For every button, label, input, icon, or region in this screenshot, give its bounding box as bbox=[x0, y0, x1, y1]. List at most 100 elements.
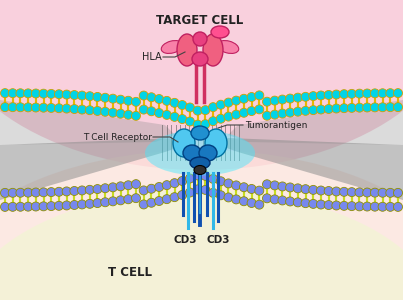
Circle shape bbox=[278, 182, 287, 191]
Circle shape bbox=[147, 198, 156, 207]
Circle shape bbox=[185, 103, 194, 112]
Ellipse shape bbox=[161, 40, 183, 53]
Circle shape bbox=[309, 106, 318, 115]
Circle shape bbox=[393, 103, 403, 112]
Circle shape bbox=[8, 188, 17, 197]
Circle shape bbox=[178, 100, 187, 109]
Circle shape bbox=[340, 201, 349, 210]
Circle shape bbox=[8, 202, 17, 211]
Circle shape bbox=[216, 177, 225, 186]
Circle shape bbox=[247, 184, 256, 194]
Circle shape bbox=[39, 89, 48, 98]
Circle shape bbox=[393, 188, 403, 197]
Circle shape bbox=[216, 114, 225, 123]
Circle shape bbox=[293, 198, 302, 207]
Circle shape bbox=[378, 103, 387, 112]
Circle shape bbox=[363, 188, 372, 197]
Circle shape bbox=[224, 112, 233, 121]
Circle shape bbox=[16, 89, 25, 98]
Circle shape bbox=[316, 91, 326, 100]
Circle shape bbox=[270, 195, 279, 204]
Circle shape bbox=[293, 107, 302, 116]
Circle shape bbox=[201, 106, 210, 115]
Circle shape bbox=[355, 103, 364, 112]
Circle shape bbox=[62, 104, 71, 113]
Circle shape bbox=[93, 106, 102, 116]
Circle shape bbox=[216, 191, 225, 200]
Circle shape bbox=[193, 171, 202, 180]
Circle shape bbox=[101, 93, 110, 102]
Circle shape bbox=[270, 96, 279, 105]
Circle shape bbox=[216, 100, 225, 109]
Circle shape bbox=[101, 198, 110, 207]
Circle shape bbox=[70, 200, 79, 209]
Circle shape bbox=[340, 187, 349, 196]
Circle shape bbox=[124, 181, 133, 190]
Circle shape bbox=[286, 197, 295, 206]
Circle shape bbox=[378, 89, 387, 98]
Circle shape bbox=[139, 186, 148, 195]
Circle shape bbox=[386, 202, 395, 211]
Circle shape bbox=[31, 89, 40, 98]
Circle shape bbox=[363, 89, 372, 98]
Circle shape bbox=[170, 112, 179, 121]
Circle shape bbox=[201, 120, 210, 129]
Circle shape bbox=[262, 97, 272, 106]
Circle shape bbox=[278, 109, 287, 118]
Circle shape bbox=[370, 202, 379, 211]
Circle shape bbox=[155, 94, 164, 103]
Circle shape bbox=[47, 202, 56, 211]
Circle shape bbox=[224, 98, 233, 107]
Circle shape bbox=[286, 108, 295, 117]
Circle shape bbox=[39, 202, 48, 211]
Circle shape bbox=[239, 197, 248, 206]
Circle shape bbox=[386, 103, 395, 112]
Circle shape bbox=[124, 195, 133, 204]
Circle shape bbox=[340, 90, 349, 99]
Circle shape bbox=[24, 103, 33, 112]
Circle shape bbox=[39, 103, 48, 112]
Circle shape bbox=[316, 186, 326, 195]
Ellipse shape bbox=[191, 126, 209, 140]
Circle shape bbox=[85, 185, 94, 194]
Circle shape bbox=[31, 103, 40, 112]
Circle shape bbox=[309, 185, 318, 194]
Circle shape bbox=[209, 103, 218, 112]
Ellipse shape bbox=[0, 190, 403, 300]
Circle shape bbox=[286, 183, 295, 192]
Ellipse shape bbox=[217, 40, 239, 53]
Circle shape bbox=[116, 95, 125, 104]
Circle shape bbox=[31, 188, 40, 197]
Circle shape bbox=[370, 103, 379, 112]
Circle shape bbox=[47, 188, 56, 196]
Circle shape bbox=[193, 185, 202, 194]
Circle shape bbox=[131, 111, 141, 120]
Circle shape bbox=[24, 188, 33, 197]
Circle shape bbox=[347, 188, 356, 196]
Circle shape bbox=[131, 97, 141, 106]
Circle shape bbox=[193, 120, 202, 129]
Circle shape bbox=[255, 200, 264, 209]
Circle shape bbox=[16, 188, 25, 197]
Polygon shape bbox=[228, 100, 403, 145]
Circle shape bbox=[209, 117, 218, 126]
Circle shape bbox=[77, 200, 87, 209]
Polygon shape bbox=[0, 138, 185, 200]
Circle shape bbox=[386, 89, 395, 98]
Circle shape bbox=[378, 188, 387, 197]
Circle shape bbox=[47, 89, 56, 98]
Circle shape bbox=[162, 181, 171, 190]
Circle shape bbox=[108, 108, 117, 117]
Circle shape bbox=[16, 103, 25, 112]
Circle shape bbox=[224, 179, 233, 188]
Circle shape bbox=[255, 91, 264, 100]
Circle shape bbox=[24, 89, 33, 98]
Circle shape bbox=[232, 96, 241, 105]
Text: CD3: CD3 bbox=[173, 235, 197, 245]
Circle shape bbox=[93, 199, 102, 208]
Circle shape bbox=[324, 200, 333, 209]
Circle shape bbox=[209, 174, 218, 183]
Circle shape bbox=[232, 181, 241, 190]
Circle shape bbox=[116, 196, 125, 205]
Circle shape bbox=[324, 91, 333, 100]
